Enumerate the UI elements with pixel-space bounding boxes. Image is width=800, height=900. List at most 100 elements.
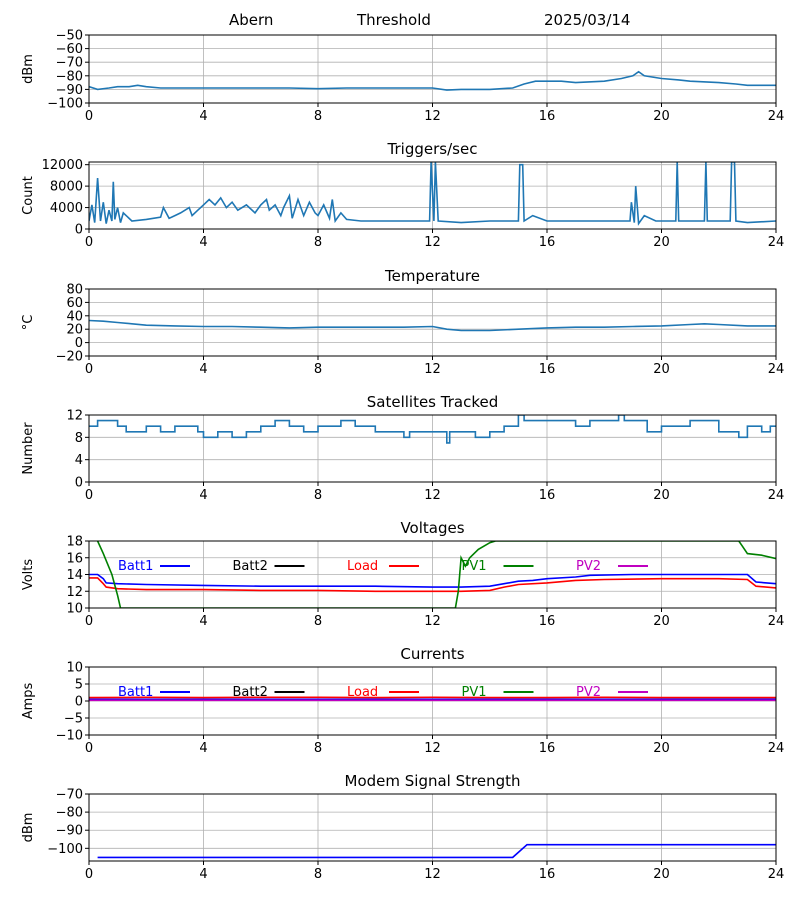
x-tick-label: 16 xyxy=(539,235,556,250)
y-axis-label: Number xyxy=(21,422,36,475)
y-tick-label: −70 xyxy=(56,56,83,71)
x-tick-label: 24 xyxy=(768,109,785,124)
chart-title: Modem Signal Strength xyxy=(345,772,521,790)
x-tick-label: 4 xyxy=(199,614,207,629)
x-tick-label: 4 xyxy=(199,867,207,882)
x-tick-label: 0 xyxy=(85,867,93,882)
x-tick-label: 24 xyxy=(768,235,785,250)
x-tick-label: 4 xyxy=(199,109,207,124)
series-line xyxy=(89,319,776,332)
y-tick-label: 12 xyxy=(66,585,83,600)
x-tick-label: 24 xyxy=(768,614,785,629)
y-axis-label: dBm xyxy=(21,54,36,84)
x-tick-label: 12 xyxy=(424,362,441,377)
y-tick-label: −50 xyxy=(56,29,83,44)
x-tick-label: 16 xyxy=(539,614,556,629)
x-tick-label: 12 xyxy=(424,109,441,124)
chart-panel-6: 0 4 8 12 16 20 24 −100 −90 −80 −70 dBm Modem Signal … xyxy=(21,772,784,882)
x-tick-label: 20 xyxy=(653,614,670,629)
y-tick-label: 0 xyxy=(75,695,83,710)
x-tick-label: 8 xyxy=(314,235,322,250)
chart-panel-0: 0 4 8 12 16 20 24 −100−90−80−70−60−50 dBm xyxy=(21,29,784,125)
chart-panel-3: 0 4 8 12 16 20 24 0 4 8 12 Number Satellites Tracked xyxy=(21,393,784,503)
series-line xyxy=(97,843,776,859)
legend-label-batt2: Batt2 xyxy=(233,685,268,700)
y-tick-label: 8000 xyxy=(50,180,83,195)
y-tick-label: 4000 xyxy=(50,201,83,216)
legend-label-load: Load xyxy=(347,685,378,700)
y-tick-label: 10 xyxy=(66,602,83,617)
legend-label-pv1: PV1 xyxy=(462,685,487,700)
y-tick-label: −10 xyxy=(56,729,83,744)
y-tick-label: −100 xyxy=(47,842,83,857)
series-line-batt1 xyxy=(89,573,776,588)
x-tick-label: 20 xyxy=(653,741,670,756)
x-tick-label: 24 xyxy=(768,362,785,377)
y-tick-label: 12 xyxy=(66,409,83,424)
x-tick-label: 8 xyxy=(314,362,322,377)
x-tick-label: 20 xyxy=(653,488,670,503)
x-tick-label: 12 xyxy=(424,741,441,756)
mode-label: Threshold xyxy=(357,11,431,29)
x-tick-label: 12 xyxy=(424,488,441,503)
y-tick-label: 40 xyxy=(66,309,83,324)
x-tick-label: 4 xyxy=(199,488,207,503)
y-tick-label: −80 xyxy=(56,806,83,821)
y-tick-label: 20 xyxy=(66,323,83,338)
x-tick-label: 16 xyxy=(539,741,556,756)
x-tick-label: 4 xyxy=(199,741,207,756)
y-tick-label: 5 xyxy=(75,678,83,693)
y-axis-label: Volts xyxy=(21,559,36,591)
x-tick-label: 4 xyxy=(199,362,207,377)
legend-label-batt2: Batt2 xyxy=(233,559,268,574)
x-tick-label: 8 xyxy=(314,109,322,124)
y-tick-label: −80 xyxy=(56,69,83,84)
legend-label-pv1: PV1 xyxy=(462,559,487,574)
y-tick-label: 60 xyxy=(66,296,83,311)
x-tick-label: 20 xyxy=(653,109,670,124)
x-tick-label: 20 xyxy=(653,867,670,882)
x-tick-label: 0 xyxy=(85,741,93,756)
x-tick-label: 16 xyxy=(539,362,556,377)
y-tick-label: −70 xyxy=(56,788,83,803)
x-tick-label: 0 xyxy=(85,488,93,503)
y-tick-label: 0 xyxy=(75,336,83,351)
y-tick-label: 12000 xyxy=(42,158,83,173)
series-line xyxy=(89,415,776,444)
y-tick-label: 0 xyxy=(75,223,83,238)
series-line-pv1 xyxy=(96,541,776,608)
x-tick-label: 16 xyxy=(539,867,556,882)
chart-title: Currents xyxy=(400,645,464,663)
y-axis-label: dBm xyxy=(21,813,36,843)
x-tick-label: 24 xyxy=(768,867,785,882)
y-tick-label: 14 xyxy=(66,568,83,583)
y-tick-label: 10 xyxy=(66,661,83,676)
legend-label-pv2: PV2 xyxy=(576,685,601,700)
legend-label-load: Load xyxy=(347,559,378,574)
x-tick-label: 0 xyxy=(85,362,93,377)
series-line-load xyxy=(89,577,776,593)
y-tick-label: −100 xyxy=(47,97,83,112)
y-tick-label: 18 xyxy=(66,535,83,550)
y-axis-label: Amps xyxy=(21,682,36,719)
x-tick-label: 16 xyxy=(539,109,556,124)
x-tick-label: 8 xyxy=(314,867,322,882)
x-tick-label: 20 xyxy=(653,235,670,250)
y-tick-label: 4 xyxy=(75,453,83,468)
y-axis-label: Count xyxy=(21,176,36,215)
y-tick-label: 16 xyxy=(66,551,83,566)
y-tick-label: −90 xyxy=(56,83,83,98)
station-name: Abern xyxy=(229,11,274,29)
x-tick-label: 24 xyxy=(768,741,785,756)
chart-title: Voltages xyxy=(400,519,464,537)
x-tick-label: 12 xyxy=(424,235,441,250)
x-tick-label: 8 xyxy=(314,488,322,503)
y-tick-label: 8 xyxy=(75,431,83,446)
chart-title: Temperature xyxy=(384,267,480,285)
x-tick-label: 12 xyxy=(424,867,441,882)
y-tick-label: −5 xyxy=(64,712,83,727)
x-tick-label: 12 xyxy=(424,614,441,629)
